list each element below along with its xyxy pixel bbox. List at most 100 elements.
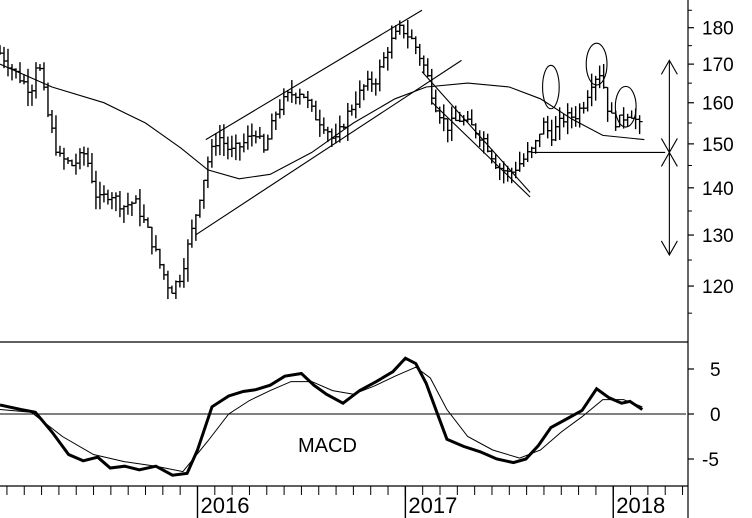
ohlc-bar — [80, 146, 87, 166]
ohlc-bar — [560, 114, 567, 128]
ohlc-bar — [432, 89, 439, 113]
projection-arrow — [660, 59, 678, 154]
pattern-ellipse — [542, 64, 560, 110]
ohlc-bar — [56, 145, 63, 157]
ohlc-bar — [552, 116, 559, 142]
ohlc-bar — [388, 25, 395, 59]
trendline — [432, 102, 531, 198]
ohlc-bar — [288, 80, 295, 103]
ohlc-bar — [188, 219, 195, 248]
ohlc-bar — [184, 239, 191, 282]
price-tick-label: 180 — [702, 19, 734, 40]
ohlc-bar — [108, 192, 115, 210]
ohlc-bar — [404, 20, 411, 49]
price-tick-label: 140 — [702, 179, 734, 200]
ohlc-bar — [200, 179, 207, 209]
ohlc-bar — [256, 126, 263, 139]
price-tick-label: 120 — [702, 277, 734, 298]
ohlc-bar — [472, 123, 479, 139]
ohlc-bar — [268, 113, 275, 140]
projection-arrow-tail — [660, 151, 678, 167]
ohlc-bar — [420, 55, 427, 74]
axes: 120 130 140 150 160 170 180 5 0 -5 2016 2017 2018 — [6, 9, 734, 518]
ohlc-bar — [308, 98, 315, 112]
ohlc-bar — [608, 102, 615, 114]
pattern-ellipse — [585, 42, 608, 86]
ohlc-bar — [440, 104, 447, 132]
projection-arrow-head — [660, 59, 678, 75]
projection-arrow-head — [660, 240, 678, 257]
ohlc-bar — [76, 148, 83, 170]
ohlc-bar — [228, 135, 235, 158]
chart-frame — [0, 0, 689, 518]
ohlc-bar — [384, 47, 391, 71]
trendline — [421, 71, 531, 193]
ohlc-bar — [604, 86, 611, 122]
ohlc-bar — [88, 153, 95, 184]
moving-average-line — [0, 63, 645, 180]
ohlc-bar — [180, 258, 187, 288]
ohlc-bar — [400, 24, 407, 39]
ohlc-bar — [368, 71, 375, 92]
ohlc-bar — [380, 52, 387, 69]
ohlc-bar — [28, 84, 35, 106]
ohlc-bar — [136, 189, 143, 227]
ohlc-bar — [292, 92, 299, 105]
ohlc-bar — [116, 191, 123, 218]
ohlc-bar — [124, 192, 131, 215]
ohlc-bars — [0, 20, 643, 300]
pattern-ellipse — [614, 85, 637, 128]
ohlc-bar — [636, 115, 643, 135]
ohlc-bar — [376, 59, 383, 92]
ohlc-bar — [304, 91, 311, 109]
ohlc-bar — [24, 68, 31, 107]
ohlc-bar — [548, 119, 555, 146]
ohlc-bar — [520, 153, 527, 167]
ohlc-bar — [52, 115, 59, 156]
ohlc-bar — [316, 109, 323, 137]
price-tick-label: 150 — [702, 135, 734, 156]
ohlc-bar — [112, 192, 119, 212]
ohlc-bar — [36, 64, 43, 71]
ohlc-bar — [516, 151, 523, 172]
ohlc-bar — [364, 70, 371, 91]
ohlc-bar — [452, 105, 459, 122]
ohlc-bar — [172, 280, 179, 300]
ohlc-bar — [96, 181, 103, 210]
ohlc-bar — [296, 88, 303, 105]
ohlc-bar — [48, 109, 55, 134]
ohlc-bar — [44, 82, 51, 118]
ohlc-bar — [356, 80, 363, 109]
macd-tick-label: 0 — [710, 405, 721, 426]
macd-tick-label: 5 — [710, 360, 721, 381]
ohlc-bar — [320, 117, 327, 134]
ohlc-bar — [232, 134, 239, 161]
ohlc-bar — [624, 113, 631, 127]
ohlc-bar — [312, 100, 319, 121]
ohlc-bar — [104, 189, 111, 205]
ohlc-bar — [536, 133, 543, 148]
ohlc-bar — [276, 99, 283, 119]
ohlc-bar — [144, 217, 151, 228]
ohlc-bar — [352, 91, 359, 119]
ohlc-bar — [532, 139, 539, 154]
ohlc-bar — [192, 214, 199, 241]
ohlc-bar — [208, 139, 215, 168]
macd-label: MACD — [298, 435, 357, 457]
ohlc-bar — [416, 43, 423, 66]
ohlc-bar — [564, 103, 571, 135]
ohlc-bar — [8, 64, 15, 81]
year-tick-label: 2018 — [616, 493, 665, 518]
ohlc-bar — [196, 199, 203, 218]
ohlc-bar — [160, 263, 167, 280]
ohlc-bar — [468, 109, 475, 126]
ohlc-bar — [264, 134, 271, 151]
ohlc-bar — [244, 125, 251, 150]
ohlc-bar — [148, 226, 155, 255]
ohlc-bar — [600, 63, 607, 89]
ohlc-bar — [408, 29, 415, 40]
ohlc-bar — [4, 48, 11, 77]
ohlc-bar — [584, 90, 591, 112]
price-tick-label: 130 — [702, 226, 734, 247]
